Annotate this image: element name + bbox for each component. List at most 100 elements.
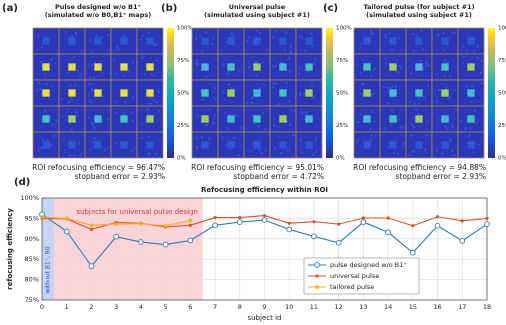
speckle [359, 47, 361, 49]
roi [305, 63, 312, 70]
speckle [452, 127, 454, 129]
speckle [359, 113, 361, 115]
speckle [209, 108, 211, 110]
legend-label: universal pulse [330, 272, 379, 280]
speckle [385, 62, 387, 64]
colorbar-tick-label: 100% [498, 26, 506, 32]
roi [363, 115, 370, 122]
speckle [148, 113, 150, 115]
y-tick-label: 85% [25, 255, 39, 263]
speckle [36, 89, 38, 91]
speckle [132, 120, 134, 122]
speckle [298, 35, 300, 37]
roi [389, 115, 396, 122]
marker [64, 229, 69, 234]
roi [467, 89, 474, 96]
roi [42, 141, 49, 148]
speckle [199, 35, 201, 37]
speckle [371, 33, 373, 35]
speckle [472, 151, 474, 153]
marker [213, 216, 216, 219]
speckle [274, 147, 276, 149]
speckle [157, 59, 159, 61]
colorbar-tick-label: 50% [498, 91, 506, 97]
speckle [239, 145, 241, 147]
speckle [93, 90, 95, 92]
speckle [130, 150, 132, 152]
speckle [301, 112, 303, 114]
colorbar-tick-label: 0% [336, 156, 345, 162]
x-tick-label: 18 [483, 303, 491, 311]
panel-label: (a) [2, 3, 18, 14]
speckle [152, 99, 154, 101]
x-axis-label: subject id [248, 314, 282, 322]
speckle [73, 154, 75, 156]
speckle [141, 56, 143, 58]
speckle [142, 35, 144, 37]
x-tick-label: 4 [139, 303, 143, 311]
speckle [307, 71, 309, 73]
panel-label: (d) [14, 177, 30, 188]
speckle [63, 138, 65, 140]
speckle [384, 127, 386, 129]
page: (a)Pulse designed w/o B1⁺(simulated w/o … [0, 0, 506, 325]
panel-label: (b) [161, 3, 177, 14]
speckle [149, 102, 151, 104]
speckle [201, 51, 203, 53]
speckle [96, 35, 98, 37]
speckle [196, 59, 198, 61]
panel-label: (c) [323, 3, 338, 14]
roi [227, 89, 234, 96]
speckle [259, 32, 261, 34]
speckle [228, 84, 230, 86]
speckle [258, 150, 260, 152]
speckle [286, 120, 288, 122]
speckle [153, 74, 155, 76]
speckle [470, 127, 472, 129]
speckle [266, 48, 268, 50]
speckle [477, 45, 479, 47]
roi [467, 63, 474, 70]
speckle [303, 92, 305, 94]
speckle [93, 76, 95, 78]
colorbar-tick-label: 100% [336, 26, 352, 32]
speckle [37, 48, 39, 50]
roi [68, 63, 75, 70]
speckle [315, 140, 317, 142]
roi [305, 141, 312, 148]
x-tick-label: 8 [238, 303, 242, 311]
speckle [107, 34, 109, 36]
x-tick-label: 2 [89, 303, 93, 311]
speckle [471, 101, 473, 103]
x-tick-label: 16 [433, 303, 441, 311]
speckle [370, 76, 372, 78]
roi [68, 89, 75, 96]
roi [467, 115, 474, 122]
speckle [201, 136, 203, 138]
speckle [41, 46, 43, 48]
speckle [384, 34, 386, 36]
speckle [451, 124, 453, 126]
speckle [444, 125, 446, 127]
speckle [227, 127, 229, 129]
speckle [372, 92, 374, 94]
marker [262, 218, 267, 223]
speckle [212, 91, 214, 93]
chart-title: Refocusing efficiency within ROI [201, 186, 328, 194]
speckle [411, 124, 413, 126]
roi [279, 141, 286, 148]
speckle [356, 141, 358, 143]
speckle [359, 145, 361, 147]
speckle [413, 50, 415, 52]
marker [315, 274, 318, 277]
roi [415, 89, 422, 96]
roi [146, 63, 153, 70]
speckle [91, 51, 93, 53]
colorbar-tick-label: 25% [177, 123, 189, 129]
speckle [44, 74, 46, 76]
speckle [202, 99, 204, 101]
speckle [116, 73, 118, 75]
roi [146, 37, 153, 44]
speckle [435, 73, 437, 75]
panel-title: Pulse designed w/o B1⁺ [55, 3, 141, 11]
